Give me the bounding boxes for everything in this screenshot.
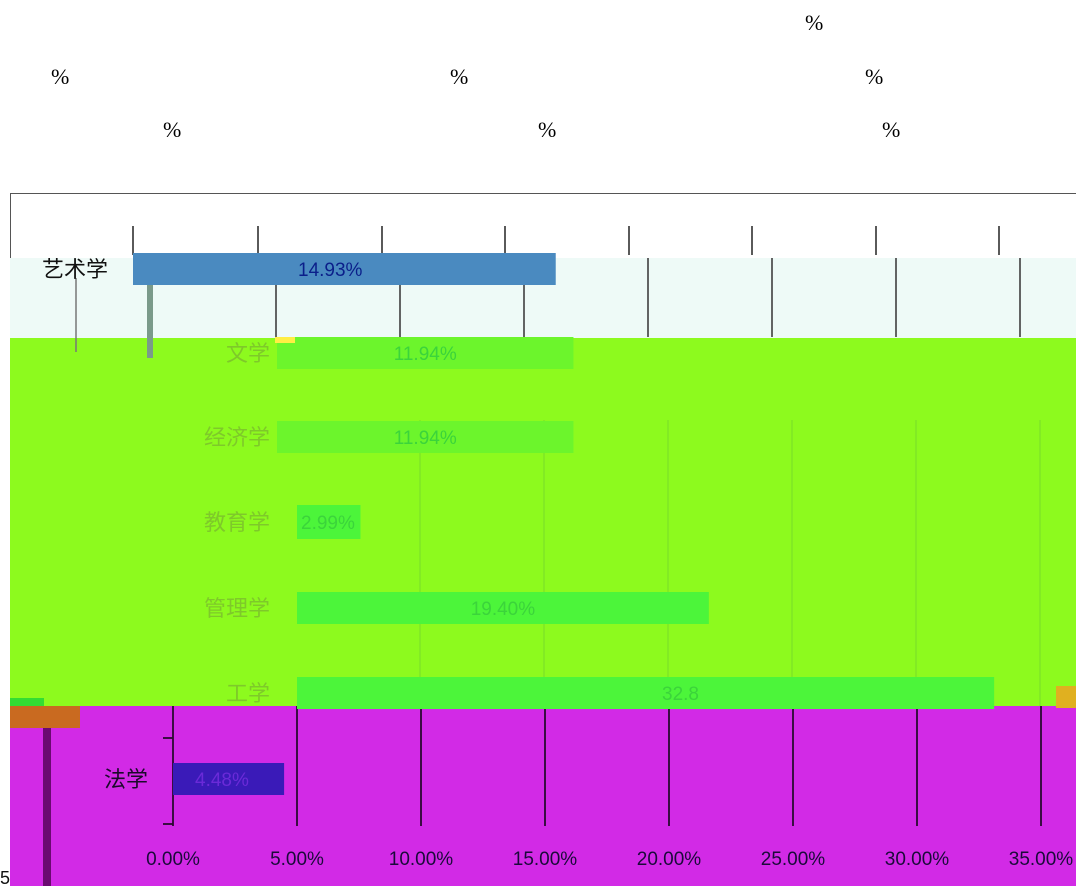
bar-4 [297, 505, 361, 539]
chart-band-magenta [10, 706, 1076, 886]
x-tick-label: 20.00% [637, 849, 702, 870]
data-label: 19.40% [471, 599, 536, 620]
axis-artifact [147, 278, 153, 358]
x-tick-label: 10.00% [389, 849, 454, 870]
percent-sign: % [163, 117, 182, 142]
bar-6 [297, 677, 995, 709]
category-label: 管理学 [204, 597, 270, 622]
x-tick-label: 30.00% [885, 849, 950, 870]
x-tick-label: 25.00% [761, 849, 826, 870]
percent-sign: % [51, 64, 70, 89]
data-label: 32.8 [662, 684, 699, 705]
bar-7 [173, 763, 285, 795]
percent-sign: % [450, 64, 469, 89]
data-label: 14.93% [298, 260, 363, 281]
bar-5 [297, 592, 709, 624]
bar-1 [133, 253, 556, 285]
data-label: 11.94% [394, 428, 457, 449]
percent-sign: % [538, 117, 557, 142]
axis-artifact [43, 706, 51, 886]
category-label: 教育学 [204, 511, 270, 536]
x-tick-label: 15.00% [513, 849, 578, 870]
glitch-block [275, 337, 295, 343]
glitch-block [1056, 686, 1076, 708]
chart-band-green [10, 338, 1076, 706]
x-tick-label: 5.00% [270, 849, 324, 870]
category-label: 工学 [226, 682, 270, 707]
bar-2 [277, 337, 574, 369]
x-tick-label: 0.00% [146, 849, 200, 870]
percent-sign: % [805, 10, 824, 35]
data-label: 11.94% [394, 344, 457, 365]
data-label: 2.99% [301, 513, 355, 534]
x-tick-label: 35.00% [1009, 849, 1074, 870]
data-label: 4.48% [195, 770, 249, 791]
percent-sign: % [882, 117, 901, 142]
percent-sign: % [865, 64, 884, 89]
category-label: 经济学 [204, 426, 270, 451]
category-label: 艺术学 [42, 258, 108, 283]
stray-text: 5 [0, 868, 10, 886]
glitch-block [10, 706, 80, 728]
category-label: 法学 [104, 768, 148, 793]
glitch-block [10, 698, 44, 706]
bar-3 [277, 421, 574, 453]
category-label: 文学 [226, 342, 270, 367]
